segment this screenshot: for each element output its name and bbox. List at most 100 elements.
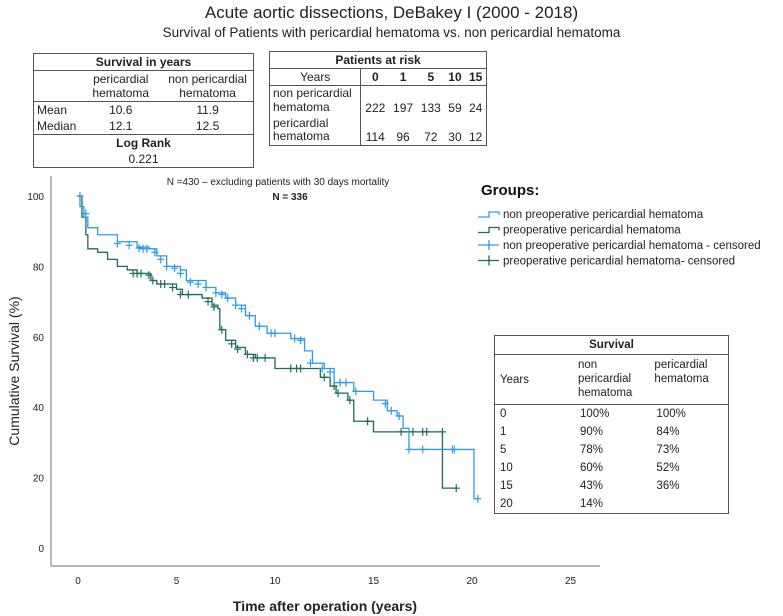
- censored-mark: [419, 445, 427, 454]
- censored-mark: [238, 304, 246, 313]
- cell: 73%: [656, 444, 680, 457]
- censored-mark: [151, 248, 159, 257]
- cell: 10.6: [109, 103, 133, 117]
- censored-mark: [352, 387, 360, 396]
- censored-mark: [438, 427, 446, 436]
- censored-mark: [255, 322, 263, 331]
- censored-mark: [125, 241, 133, 250]
- survival-curve-pericardial: [78, 195, 457, 489]
- logrank-value: 0.221: [128, 152, 159, 166]
- legend-label: non preoperative pericardial hematoma: [503, 209, 704, 221]
- col-header: 15: [465, 68, 487, 86]
- cell: 12.5: [162, 118, 254, 135]
- cell: 5: [500, 444, 507, 457]
- censored-mark: [171, 264, 179, 273]
- censored-mark: [409, 427, 417, 436]
- censored-mark: [318, 364, 326, 373]
- legend-step-icon: [478, 226, 500, 234]
- col-header: Years: [494, 354, 575, 406]
- col-header: non pericardial hematoma: [162, 70, 254, 102]
- survival-table: Survival Years non pericardial hematoma pe…: [494, 335, 729, 515]
- cell: 14%: [580, 498, 604, 511]
- cell: 222: [365, 100, 386, 115]
- cell: 114: [365, 130, 385, 145]
- censored-mark: [218, 325, 226, 334]
- col-header: hematoma: [654, 372, 709, 385]
- table-title: Patients at risk: [269, 51, 487, 69]
- cell: 30: [448, 130, 462, 145]
- censored-mark: [143, 244, 151, 253]
- table-title: Survival: [494, 335, 729, 355]
- censored-mark: [364, 417, 372, 426]
- y-tick-label: 80: [33, 262, 45, 273]
- censored-mark: [224, 294, 232, 303]
- censored-mark: [291, 334, 299, 343]
- censored-mark: [202, 283, 210, 292]
- censored-mark: [184, 290, 192, 299]
- censored-mark: [320, 373, 328, 382]
- cell: 24: [468, 100, 483, 115]
- col-header: hematoma: [578, 386, 633, 399]
- cell: 100%: [656, 408, 686, 421]
- col-header: 1: [389, 68, 417, 86]
- censored-mark: [346, 396, 354, 405]
- censored-mark: [474, 494, 482, 503]
- x-tick-label: 10: [269, 576, 281, 587]
- censored-mark: [163, 262, 171, 271]
- cell: 43%: [580, 480, 604, 493]
- cell: 20: [500, 498, 513, 511]
- cell: 12: [468, 130, 483, 145]
- patients-at-risk-table: Patients at risk Years 0 1 5 10 15 non peric…: [269, 51, 487, 147]
- row-label: Median: [33, 118, 80, 135]
- cell: 36%: [656, 480, 680, 493]
- row-label: Mean: [37, 103, 68, 117]
- censored-mark: [336, 378, 344, 387]
- censored-mark: [234, 345, 242, 354]
- legend-title: Groups:: [481, 182, 539, 199]
- legend-item: non preoperative pericardial hematoma - …: [478, 240, 761, 252]
- x-tick-label: 0: [75, 576, 81, 587]
- censored-mark: [145, 271, 153, 280]
- censored-mark: [261, 353, 269, 362]
- table-row: 15 43% 36%: [495, 477, 729, 495]
- censored-mark: [334, 389, 342, 398]
- censored-mark: [245, 311, 253, 320]
- figure-title: Acute aortic dissections, DeBakey I (200…: [204, 3, 579, 22]
- x-tick-label: 15: [368, 576, 380, 587]
- censored-mark: [210, 302, 218, 311]
- censored-mark: [450, 445, 458, 454]
- censored-mark: [342, 378, 350, 387]
- cell: 197: [393, 100, 414, 115]
- col-header: non: [578, 359, 598, 371]
- censored-mark: [76, 192, 84, 200]
- censored-mark: [113, 239, 121, 248]
- row-label: hematoma: [273, 129, 330, 144]
- x-tick-label: 25: [565, 576, 577, 587]
- figure-subtitle: Survival of Patients with pericardial he…: [162, 25, 621, 40]
- cell: 60%: [580, 462, 604, 475]
- censored-mark: [287, 364, 295, 373]
- legend-label: non preoperative pericardial hematoma - …: [503, 240, 761, 252]
- censored-mark: [423, 427, 431, 436]
- censored-mark: [243, 350, 251, 359]
- censored-mark: [212, 288, 220, 297]
- table-row: 1 90% 84%: [495, 423, 729, 441]
- table-row: 0 100% 100%: [495, 405, 729, 424]
- legend-item: non preoperative pericardial hematoma: [478, 209, 704, 221]
- censored-mark: [157, 255, 165, 264]
- censored-mark: [381, 399, 389, 408]
- censored-mark: [82, 209, 90, 218]
- censored-mark: [395, 412, 403, 420]
- cell: 133: [420, 100, 441, 115]
- censored-mark: [135, 244, 143, 253]
- legend-step-icon: [478, 211, 500, 218]
- table-row: 20 14%: [495, 495, 729, 514]
- y-tick-label: 20: [33, 474, 45, 485]
- survival-curve-non-pericardial: [78, 195, 478, 500]
- cell: [651, 495, 728, 514]
- censored-mark: [176, 290, 184, 299]
- cell: 12.1: [79, 118, 163, 135]
- censored-mark: [137, 269, 145, 278]
- cell: 84%: [656, 426, 680, 439]
